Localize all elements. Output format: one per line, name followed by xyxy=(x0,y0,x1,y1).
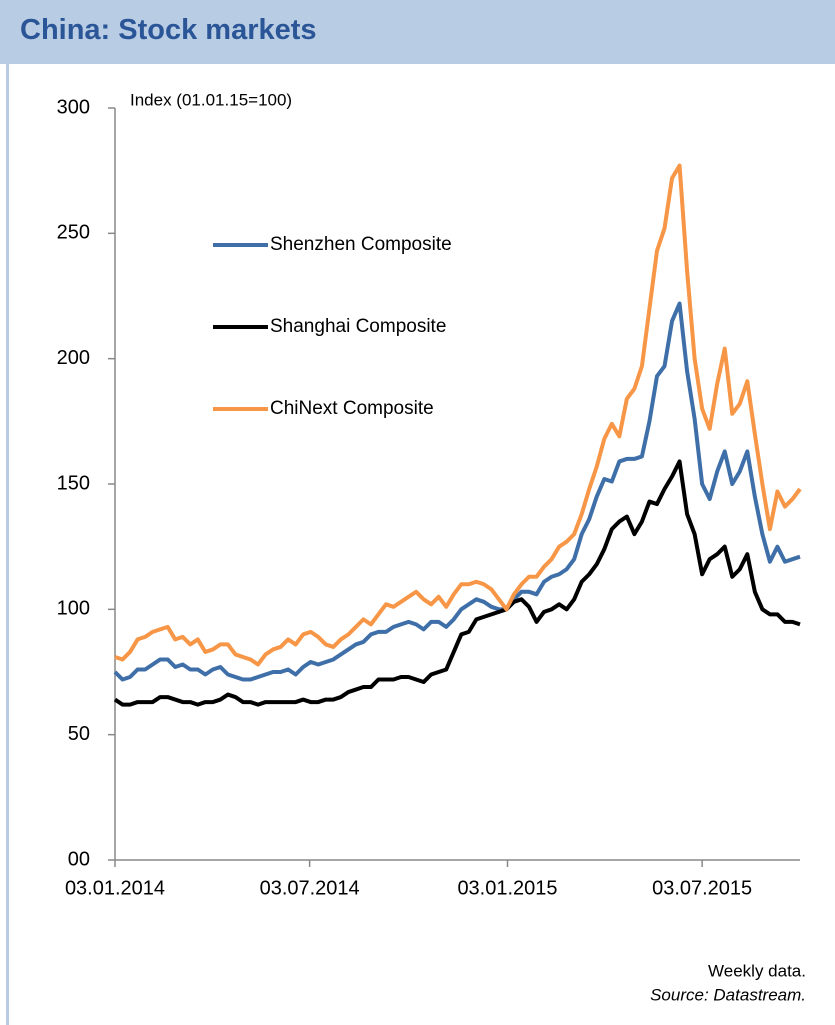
series-line xyxy=(113,459,801,707)
y-tick-label: 250 xyxy=(57,222,90,244)
left-border xyxy=(6,64,9,1025)
source-note: Source: Datastream. xyxy=(650,985,806,1004)
y-tick-label: 200 xyxy=(57,347,90,369)
legend-label: Shanghai Composite xyxy=(270,316,446,337)
note: Weekly data. xyxy=(708,961,806,980)
x-tick-label: 03.01.2014 xyxy=(65,877,165,899)
x-tick-label: 03.07.2015 xyxy=(652,877,752,899)
y-tick-label: 150 xyxy=(57,472,90,494)
x-tick-label: 03.01.2015 xyxy=(457,877,557,899)
header: China: Stock markets xyxy=(0,0,835,64)
x-tick-label: 03.07.2014 xyxy=(260,877,360,899)
chart-title: China: Stock markets xyxy=(20,14,317,46)
series-line xyxy=(113,301,801,682)
y-axis-label: Index (01.01.15=100) xyxy=(130,90,292,109)
series-line xyxy=(114,163,802,667)
legend-label: ChiNext Composite xyxy=(270,398,434,419)
y-tick-label: 100 xyxy=(57,598,90,620)
legend-label: Shenzhen Composite xyxy=(270,234,452,255)
y-tick-label: 300 xyxy=(57,96,90,118)
y-tick-label: 50 xyxy=(68,723,90,745)
y-tick-label: 00 xyxy=(68,848,90,870)
